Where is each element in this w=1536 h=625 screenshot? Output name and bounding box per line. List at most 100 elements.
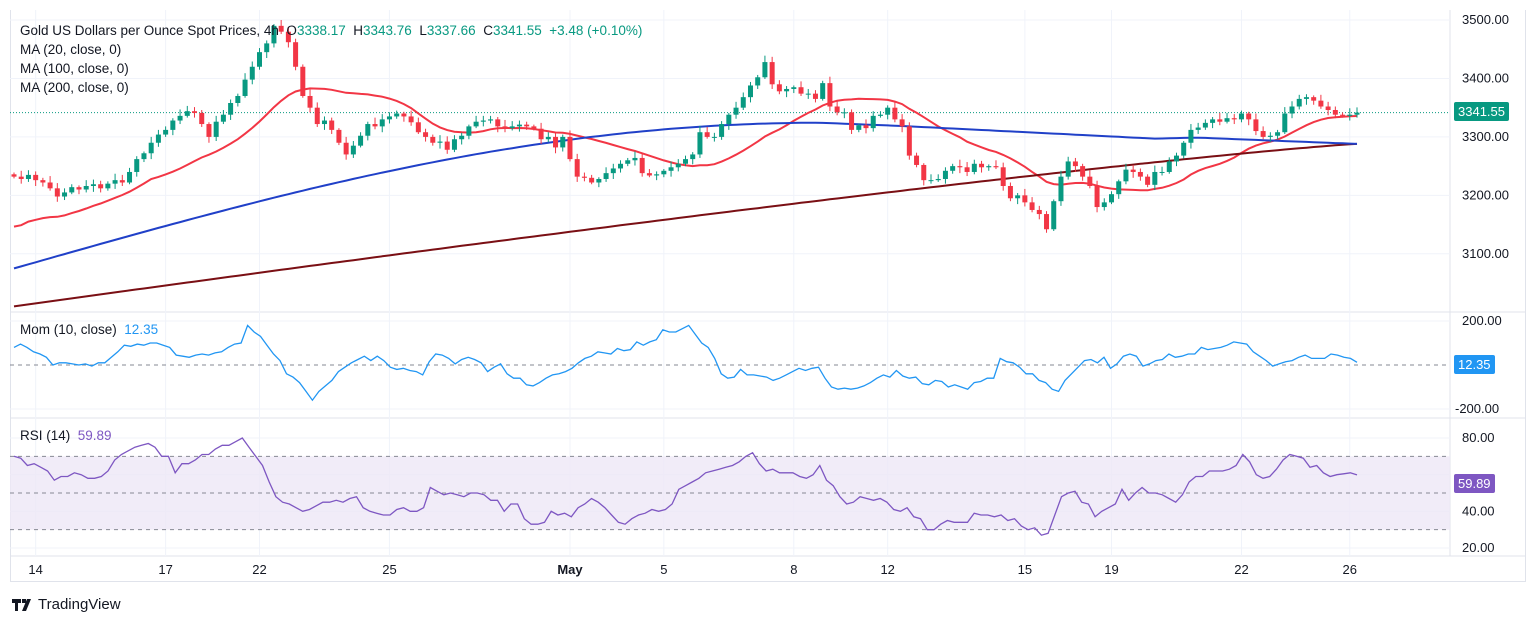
- candle-body: [1159, 171, 1165, 173]
- candle: [1072, 157, 1078, 172]
- ma200-legend[interactable]: MA (200, close, 0): [20, 80, 129, 95]
- candle-body: [524, 124, 530, 127]
- candle-body: [1065, 161, 1071, 177]
- candle-body: [957, 166, 963, 168]
- candle: [1354, 107, 1360, 118]
- time-tick-label: 14: [28, 562, 42, 577]
- candle-body: [849, 112, 855, 130]
- candle-body: [1246, 113, 1252, 120]
- low-label: L: [419, 23, 427, 38]
- candle: [40, 177, 46, 187]
- candle: [1260, 126, 1266, 140]
- candle-body: [877, 114, 883, 116]
- momentum-legend[interactable]: Mom (10, close) 12.35: [20, 322, 158, 337]
- candle-body: [841, 112, 847, 114]
- tradingview-logo[interactable]: TradingView: [12, 596, 121, 613]
- candle: [1101, 198, 1107, 211]
- candle-body: [1296, 98, 1302, 107]
- candle: [805, 88, 811, 99]
- candle: [372, 117, 378, 130]
- candle-body: [1347, 114, 1353, 116]
- candle-body: [1101, 202, 1107, 208]
- price-tick-label: 3200.00: [1462, 187, 1509, 202]
- candle: [509, 121, 515, 131]
- candle-body: [329, 120, 335, 130]
- candle-body: [762, 62, 768, 78]
- candle: [928, 174, 934, 184]
- candle-body: [885, 107, 891, 115]
- ma100-legend[interactable]: MA (100, close, 0): [20, 61, 129, 76]
- candle-body: [1282, 113, 1288, 133]
- candle: [1000, 162, 1006, 191]
- candle: [610, 163, 616, 179]
- candle-body: [928, 180, 934, 182]
- candle-body: [1181, 142, 1187, 156]
- candle: [307, 89, 313, 113]
- candle-body: [610, 168, 616, 174]
- price-axis: 3500.00 3400.00 3300.00 3200.00 3100.00 200.0…: [1455, 12, 1509, 555]
- candle-body: [856, 125, 862, 130]
- candle-body: [1210, 119, 1216, 123]
- candle-body: [386, 116, 392, 120]
- high-label: H: [353, 23, 364, 38]
- candle: [646, 169, 652, 178]
- candle-body: [459, 135, 465, 140]
- candle-body: [33, 174, 39, 181]
- candle-body: [618, 163, 624, 169]
- open-value: 3338.17: [296, 23, 346, 38]
- high-value: 3343.76: [363, 23, 412, 38]
- candle: [1080, 163, 1086, 181]
- candle: [719, 121, 725, 140]
- candle: [386, 112, 392, 124]
- candle: [271, 24, 277, 48]
- candle: [747, 81, 753, 103]
- ma20-legend[interactable]: MA (20, close, 0): [20, 42, 122, 57]
- candle: [1325, 101, 1331, 116]
- candle-body: [683, 159, 688, 164]
- candle-body: [1354, 112, 1360, 115]
- candle: [870, 111, 876, 132]
- rsi-legend[interactable]: RSI (14) 59.89: [20, 428, 112, 443]
- candle-body: [574, 159, 580, 177]
- candle-body: [740, 97, 746, 108]
- candle-body: [278, 25, 284, 32]
- candle-body: [155, 134, 161, 143]
- candle: [148, 136, 154, 160]
- candle: [488, 115, 494, 124]
- mom-tick-label: -200.00: [1455, 401, 1499, 416]
- candle-body: [300, 66, 306, 96]
- candle-body: [350, 145, 356, 155]
- time-tick-label: 22: [1234, 562, 1248, 577]
- candle-body: [625, 160, 631, 164]
- candle-body: [199, 112, 205, 125]
- candle: [350, 140, 356, 158]
- candle: [1188, 124, 1194, 149]
- candle-body: [480, 120, 486, 122]
- candle-body: [206, 124, 212, 137]
- candle: [834, 101, 840, 116]
- candle-body: [654, 174, 660, 176]
- candle-body: [675, 163, 681, 168]
- candle: [1217, 112, 1223, 126]
- candle-body: [502, 126, 508, 129]
- candle: [791, 85, 797, 94]
- candle-body: [1036, 209, 1042, 215]
- candle-body: [54, 188, 60, 197]
- candle-body: [379, 119, 385, 127]
- time-axis: 14 17 22 25 May 5 8 12 15 19 22 26: [28, 562, 1357, 577]
- candle: [112, 173, 118, 189]
- candle: [769, 56, 775, 89]
- candle: [69, 184, 75, 195]
- time-tick-label: 12: [880, 562, 894, 577]
- candle: [90, 179, 96, 192]
- candle-body: [228, 102, 234, 115]
- candle-body: [697, 132, 703, 155]
- candle-body: [256, 52, 262, 67]
- rsi-tick-label: 20.00: [1462, 540, 1495, 555]
- candle-body: [177, 115, 183, 121]
- candle: [1210, 117, 1216, 129]
- candle-body: [1231, 118, 1237, 120]
- candle-body: [516, 124, 522, 127]
- candle-body: [538, 128, 544, 140]
